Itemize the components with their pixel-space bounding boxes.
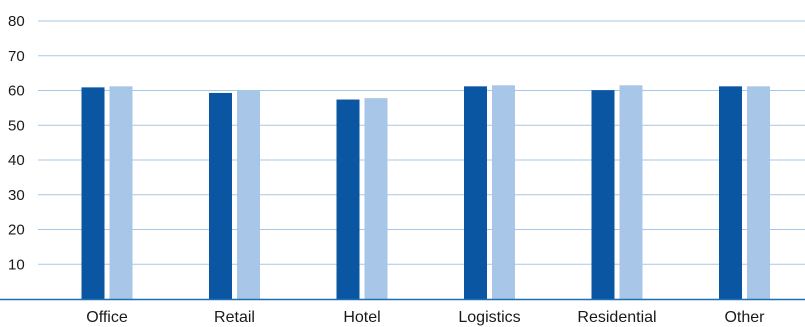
bar-hotel-series-1 [336,99,360,299]
y-tick-label-20: 20 [8,222,25,239]
x-tick-label-office: Office [86,309,128,326]
bar-residential-series-1 [591,90,615,299]
y-tick-label-50: 50 [8,117,25,134]
bars [81,85,770,300]
x-tick-label-residential: Residential [577,309,656,326]
bar-office-series-2 [109,86,133,299]
bar-logistics-series-1 [464,86,487,299]
x-tick-label-hotel: Hotel [343,309,380,326]
y-tick-label-60: 60 [8,83,25,100]
y-tick-label-70: 70 [8,48,25,65]
x-tick-label-other: Other [724,309,765,326]
x-axis-category-labels: Office Retail Hotel Logistics Residential Oth… [86,309,765,326]
bar-office-series-1 [81,87,105,299]
y-tick-label-30: 30 [8,187,25,204]
bar-other-series-1 [719,86,742,299]
bar-hotel-series-2 [364,98,388,300]
y-tick-label-40: 40 [8,152,25,169]
bar-retail-series-1 [209,92,232,300]
bar-residential-series-2 [619,85,643,299]
x-tick-label-retail: Retail [214,309,255,326]
y-tick-label-10: 10 [8,256,25,273]
y-tick-label-80: 80 [8,13,25,30]
gridlines [38,20,805,265]
bar-logistics-series-2 [492,85,515,299]
bar-other-series-2 [747,86,770,299]
x-tick-label-logistics: Logistics [458,309,520,326]
y-axis-tick-labels: 10 20 30 40 50 60 70 80 [8,13,25,273]
bar-retail-series-2 [237,90,260,299]
